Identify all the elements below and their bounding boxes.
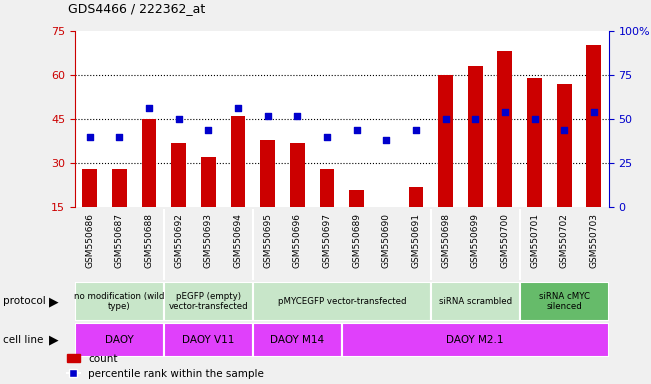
Text: siRNA cMYC
silenced: siRNA cMYC silenced — [538, 292, 590, 311]
Point — [114, 134, 124, 140]
Point — [381, 137, 391, 143]
Point — [470, 116, 480, 122]
Bar — [587, 45, 602, 207]
Text: GSM550699: GSM550699 — [471, 213, 480, 268]
Bar — [230, 116, 245, 207]
Bar — [75, 323, 164, 357]
Bar — [201, 157, 215, 207]
Bar — [290, 142, 305, 207]
Text: GSM550695: GSM550695 — [263, 213, 272, 268]
Bar — [379, 207, 394, 210]
Legend: count, percentile rank within the sample: count, percentile rank within the sample — [67, 354, 264, 379]
Bar — [75, 282, 164, 321]
Text: GSM550690: GSM550690 — [381, 213, 391, 268]
Bar — [431, 282, 519, 321]
Point — [411, 127, 421, 133]
Text: GSM550703: GSM550703 — [589, 213, 598, 268]
Bar — [260, 140, 275, 207]
Text: GSM550702: GSM550702 — [560, 213, 569, 268]
Text: GSM550697: GSM550697 — [322, 213, 331, 268]
Bar — [82, 169, 97, 207]
Text: GSM550701: GSM550701 — [530, 213, 539, 268]
Bar — [342, 323, 609, 357]
Bar — [320, 169, 335, 207]
Bar — [253, 323, 342, 357]
Text: cell line: cell line — [3, 335, 44, 345]
Text: GDS4466 / 222362_at: GDS4466 / 222362_at — [68, 2, 206, 15]
Text: pEGFP (empty)
vector-transfected: pEGFP (empty) vector-transfected — [169, 292, 248, 311]
Point — [292, 113, 303, 119]
Point — [203, 127, 214, 133]
Bar — [438, 75, 453, 207]
Bar — [253, 282, 431, 321]
Text: siRNA scrambled: siRNA scrambled — [439, 297, 512, 306]
Text: ▶: ▶ — [49, 295, 59, 308]
Bar — [142, 119, 156, 207]
Text: DAOY: DAOY — [105, 335, 133, 345]
Point — [500, 109, 510, 115]
Text: DAOY M14: DAOY M14 — [270, 335, 324, 345]
Text: ▶: ▶ — [49, 334, 59, 347]
Text: DAOY M2.1: DAOY M2.1 — [447, 335, 504, 345]
Bar — [468, 66, 482, 207]
Point — [529, 116, 540, 122]
Text: GSM550698: GSM550698 — [441, 213, 450, 268]
Text: GSM550686: GSM550686 — [85, 213, 94, 268]
Bar — [112, 169, 127, 207]
Point — [144, 105, 154, 111]
Point — [589, 109, 599, 115]
Text: protocol: protocol — [3, 296, 46, 306]
Bar — [519, 282, 609, 321]
Point — [173, 116, 184, 122]
Text: GSM550691: GSM550691 — [411, 213, 421, 268]
Bar — [164, 282, 253, 321]
Bar — [171, 142, 186, 207]
Text: GSM550693: GSM550693 — [204, 213, 213, 268]
Point — [233, 105, 243, 111]
Bar — [164, 323, 253, 357]
Text: GSM550700: GSM550700 — [501, 213, 509, 268]
Text: GSM550687: GSM550687 — [115, 213, 124, 268]
Point — [440, 116, 450, 122]
Bar — [557, 84, 572, 207]
Bar — [409, 187, 423, 207]
Text: GSM550688: GSM550688 — [145, 213, 154, 268]
Text: GSM550696: GSM550696 — [293, 213, 302, 268]
Text: DAOY V11: DAOY V11 — [182, 335, 234, 345]
Text: no modification (wild
type): no modification (wild type) — [74, 292, 165, 311]
Point — [262, 113, 273, 119]
Text: GSM550692: GSM550692 — [174, 213, 183, 268]
Text: GSM550689: GSM550689 — [352, 213, 361, 268]
Point — [322, 134, 332, 140]
Point — [85, 134, 95, 140]
Point — [352, 127, 362, 133]
Bar — [497, 51, 512, 207]
Text: GSM550694: GSM550694 — [234, 213, 242, 268]
Text: pMYCEGFP vector-transfected: pMYCEGFP vector-transfected — [277, 297, 406, 306]
Bar — [349, 190, 364, 207]
Bar — [527, 78, 542, 207]
Point — [559, 127, 570, 133]
